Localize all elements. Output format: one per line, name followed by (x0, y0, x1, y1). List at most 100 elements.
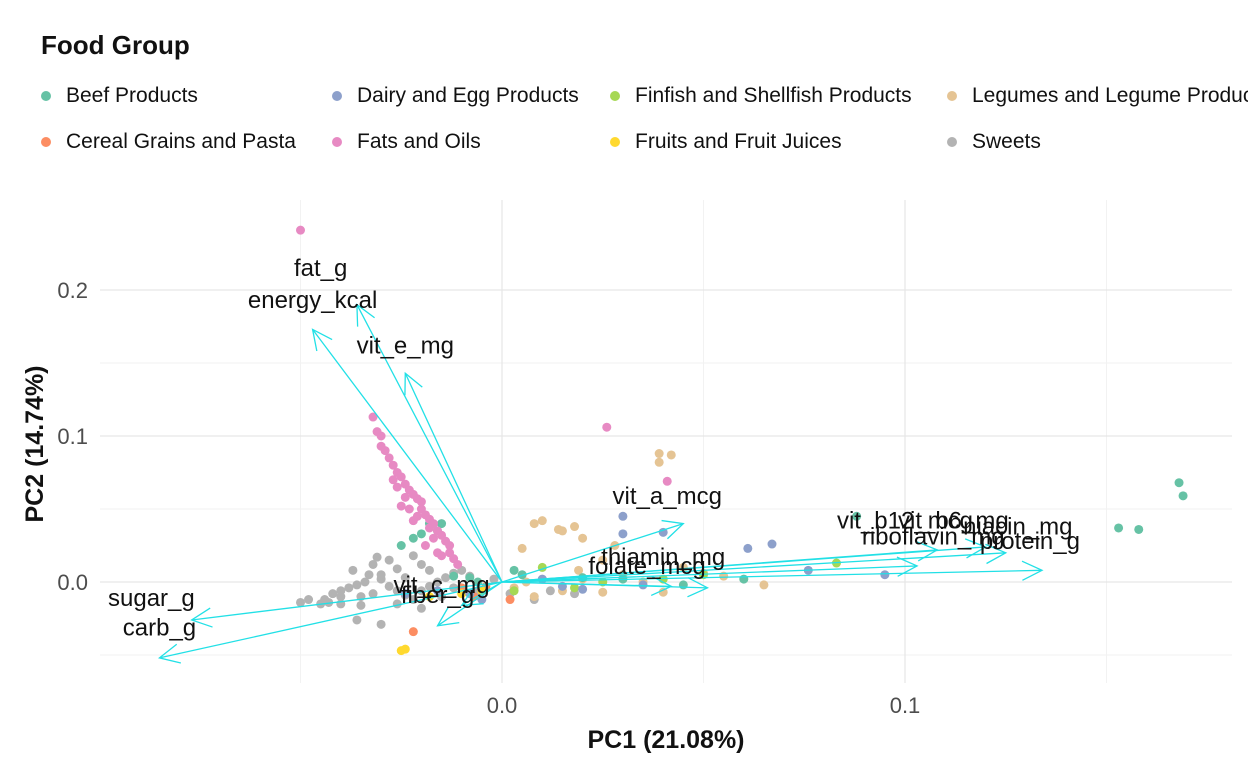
y-tick-label: 0.0 (57, 570, 88, 595)
point-fats-and-oils (296, 225, 305, 235)
point-sweets (424, 565, 434, 575)
point-sweets (372, 552, 382, 562)
point-fats-and-oils (420, 541, 430, 550)
loading-label-fat-g: fat_g (294, 255, 347, 282)
y-tick-label: 0.1 (57, 424, 88, 449)
point-sweets (356, 600, 366, 610)
legend-key-fruits-and-fruit-juices (610, 137, 620, 147)
point-fats-and-oils (602, 422, 612, 432)
legend-label: Finfish and Shellfish Products (635, 84, 912, 107)
point-fats-and-oils (396, 501, 406, 511)
point-beef-products (739, 574, 749, 584)
point-sweets (368, 559, 378, 569)
tick-labels: 0.0 0.1 0.0 0.1 0.2 (57, 278, 920, 718)
legend-label: Cereal Grains and Pasta (66, 130, 296, 153)
point-legumes-and-legume-products (598, 555, 608, 565)
legend-item-dairy-and-egg-products: Dairy and Egg Products (332, 81, 579, 111)
point-beef-products (852, 511, 862, 521)
point-sweets (433, 577, 443, 587)
loading-label-energy-kcal: energy_kcal (248, 287, 377, 314)
point-dairy-and-egg-products (658, 527, 668, 537)
legend-label: Legumes and Legume Products (972, 84, 1248, 107)
x-tick-label: 0.0 (487, 693, 518, 718)
point-sweets (352, 615, 362, 625)
point-fats-and-oils (368, 412, 378, 422)
legend-key-fats-and-oils (332, 137, 342, 147)
point-legumes-and-legume-products (537, 516, 547, 526)
y-tick-label: 0.2 (57, 278, 88, 303)
legend-item-fats-and-oils: Fats and Oils (332, 127, 481, 157)
point-beef-products (1134, 524, 1144, 534)
loading-label-sugar-g: sugar_g (108, 585, 195, 612)
loading-arrow-vit-a-mcg (501, 519, 685, 583)
loading-label-vit-e-mg: vit_e_mg (357, 332, 454, 359)
legend-item-finfish-and-shellfish-products: Finfish and Shellfish Products (610, 81, 912, 111)
point-sweets (384, 581, 394, 591)
point-legumes-and-legume-products (666, 450, 676, 460)
point-beef-products (408, 533, 418, 543)
loading-arrow-carb-g (157, 581, 503, 664)
point-legumes-and-legume-products (529, 592, 539, 602)
point-beef-products (1174, 478, 1184, 488)
point-fats-and-oils (400, 492, 410, 502)
point-dairy-and-egg-products (433, 586, 443, 596)
point-fats-and-oils (388, 475, 398, 485)
legend-item-beef-products: Beef Products (41, 81, 198, 111)
point-sweets (376, 570, 386, 580)
point-legumes-and-legume-products (570, 522, 580, 532)
point-fruits-and-fruit-juices (400, 644, 410, 654)
loading-arrow-folate-mcg (501, 577, 710, 598)
point-beef-products (437, 519, 447, 529)
loading-arrow-vit-e-mg (404, 371, 503, 583)
legend-key-legumes-and-legume-products (947, 91, 957, 101)
loading-label-vit-b6-mg: vit_b6_mg (898, 508, 1009, 535)
point-fats-and-oils (408, 516, 418, 526)
point-sweets (392, 564, 402, 574)
point-beef-products (678, 580, 688, 590)
point-sweets (368, 589, 378, 599)
loading-label-vit-b12-mcg: vit_b12_mcg (837, 508, 973, 535)
loading-arrow-sugar-g (190, 581, 503, 628)
x-tick-label: 0.1 (890, 693, 921, 718)
legend-key-finfish-and-shellfish-products (610, 91, 620, 101)
point-legumes-and-legume-products (658, 587, 668, 597)
point-legumes-and-legume-products (574, 565, 584, 575)
point-fats-and-oils (384, 453, 394, 463)
point-legumes-and-legume-products (529, 519, 539, 529)
legend-label: Fats and Oils (357, 130, 481, 153)
point-dairy-and-egg-products (638, 580, 648, 590)
legend-key-dairy-and-egg-products (332, 91, 342, 101)
point-fats-and-oils (437, 551, 447, 561)
point-dairy-and-egg-products (880, 570, 890, 580)
legend: Food Group Beef Products Dairy and Egg P… (0, 0, 1248, 180)
point-legumes-and-legume-products (654, 449, 664, 459)
point-sweets (408, 551, 418, 561)
point-fats-and-oils (392, 482, 402, 492)
point-sweets (344, 583, 354, 593)
point-dairy-and-egg-products (618, 529, 628, 539)
legend-key-cereal-grains-and-pasta (41, 137, 51, 147)
point-fats-and-oils (453, 559, 463, 569)
loading-label-niacin-mg: niacin_mg (963, 514, 1072, 541)
point-dairy-and-egg-products (767, 539, 777, 549)
point-fats-and-oils (396, 472, 406, 482)
point-legumes-and-legume-products (654, 457, 664, 467)
point-sweets (416, 559, 426, 569)
point-legumes-and-legume-products (517, 543, 527, 553)
point-fats-and-oils (424, 523, 434, 533)
loading-arrow-fiber-g (436, 581, 503, 627)
legend-key-beef-products (41, 91, 51, 101)
legend-key-sweets (947, 137, 957, 147)
point-beef-products (509, 565, 519, 575)
loading-label-carb-g: carb_g (123, 614, 196, 641)
point-sweets (296, 597, 305, 607)
loading-labels: fat_g energy_kcal vit_e_mg vit_a_mcg vit_b12… (108, 255, 1080, 641)
loading-label-riboflavin-mg: riboflavin_mg (862, 524, 1005, 551)
point-cereal-grains-and-pasta (408, 627, 418, 637)
point-finfish-and-shellfish-products (570, 583, 580, 593)
point-sweets (384, 555, 394, 565)
point-beef-products (465, 573, 475, 583)
point-beef-products (1114, 523, 1124, 533)
point-fats-and-oils (445, 541, 455, 550)
